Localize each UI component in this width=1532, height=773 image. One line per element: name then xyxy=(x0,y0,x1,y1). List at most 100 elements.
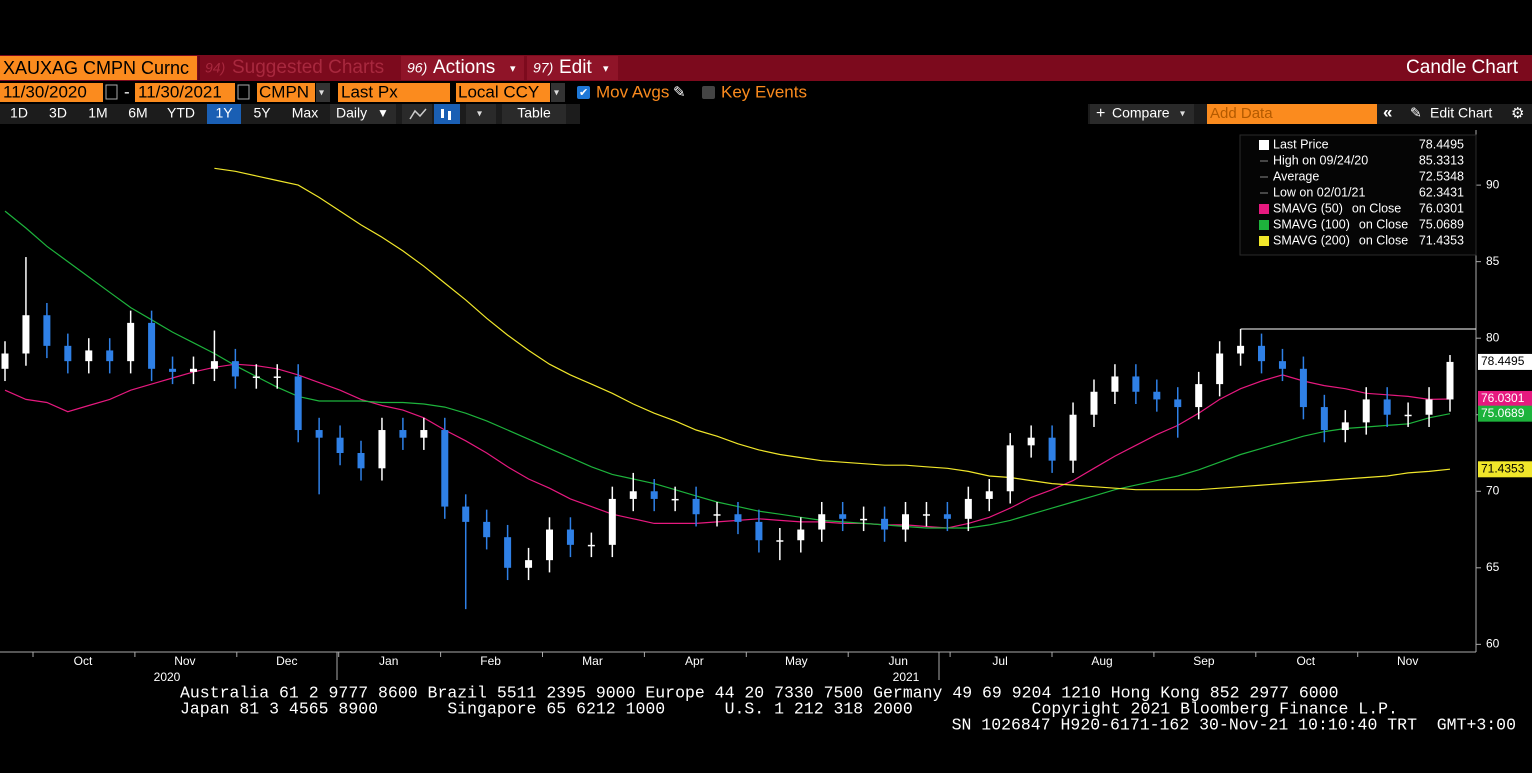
x-tick-label: Nov xyxy=(174,654,195,668)
menu-suggested-charts[interactable]: Suggested Charts xyxy=(232,57,384,78)
end-date-box[interactable] xyxy=(135,83,235,102)
dropdown-arrow: ▼ xyxy=(377,106,389,120)
table-button-bg[interactable] xyxy=(502,104,566,124)
legend-value: 76.0301 xyxy=(1419,201,1464,215)
range-button[interactable]: 5Y xyxy=(253,105,271,121)
range-button[interactable]: 3D xyxy=(49,105,67,121)
start-date-box[interactable] xyxy=(0,83,103,102)
footer-line: Australia 61 2 9777 8600 Brazil 5511 239… xyxy=(180,683,1339,702)
range-button-bg[interactable] xyxy=(287,104,323,124)
currency-box[interactable] xyxy=(456,83,550,102)
dropdown[interactable] xyxy=(551,83,565,102)
candle-body xyxy=(1404,414,1412,417)
compare-box[interactable] xyxy=(1090,104,1194,124)
field: Last Px xyxy=(341,82,398,101)
field-box[interactable] xyxy=(338,83,450,102)
range-button[interactable]: YTD xyxy=(167,105,195,121)
candle-icon[interactable] xyxy=(434,104,460,124)
period-box[interactable] xyxy=(330,104,396,124)
candle-body xyxy=(64,345,72,362)
calendar-icon[interactable] xyxy=(237,84,250,100)
ticker-box[interactable] xyxy=(0,56,197,80)
range-button[interactable]: Max xyxy=(292,105,318,121)
range-button-bg[interactable] xyxy=(164,104,198,124)
moving-average-line xyxy=(4,210,1451,529)
collapse-icon[interactable]: « xyxy=(1383,102,1392,121)
candle-body xyxy=(1216,353,1224,385)
candle-body xyxy=(148,322,156,369)
table-button[interactable]: Table xyxy=(517,105,551,121)
candle-body xyxy=(692,498,700,515)
mov-avgs-label[interactable]: Mov Avgs xyxy=(596,82,669,101)
range-button-bg[interactable] xyxy=(6,104,32,124)
legend-swatch xyxy=(1259,236,1269,246)
x-tick-label: Sep xyxy=(1193,654,1215,668)
start-date: 11/30/2020 xyxy=(3,82,87,101)
menu-actions[interactable]: Actions xyxy=(433,57,495,78)
candle-body xyxy=(860,518,868,521)
settings-gear[interactable]: ⚙ xyxy=(1511,105,1524,122)
legend-value: 62.3431 xyxy=(1419,185,1464,199)
y-tick-label: 70 xyxy=(1486,483,1500,497)
legend-swatch xyxy=(1259,204,1269,214)
calendar-icon[interactable] xyxy=(105,84,118,100)
candle-body xyxy=(252,376,260,378)
source: CMPN xyxy=(259,82,309,101)
candle-body xyxy=(964,498,972,519)
edit-chart[interactable]: Edit Chart xyxy=(1430,105,1492,121)
add-data-box[interactable] xyxy=(1207,104,1377,124)
check-mark: ✔ xyxy=(579,87,588,99)
candle-body xyxy=(671,498,679,501)
candle-body xyxy=(169,368,177,372)
y-tick-label: 85 xyxy=(1486,254,1500,268)
legend-label: SMAVG (50) xyxy=(1273,201,1343,215)
legend-swatch xyxy=(1259,220,1269,230)
dropdown-arrow: ▾ xyxy=(1180,109,1185,120)
x-tick-label: Oct xyxy=(1296,654,1315,668)
value-tag xyxy=(1478,405,1532,422)
source-box[interactable] xyxy=(257,83,315,102)
candle-body xyxy=(504,537,512,568)
key-events-label[interactable]: Key Events xyxy=(721,82,807,101)
candle-body xyxy=(1446,361,1454,400)
candle-body xyxy=(483,521,491,538)
x-tick-label: Feb xyxy=(480,654,501,668)
menu-edit[interactable]: Edit xyxy=(559,57,592,78)
candle-body xyxy=(1341,422,1349,431)
candle-body xyxy=(1090,391,1098,415)
dropdown-arrow: ▾ xyxy=(319,88,324,99)
range-button-bg[interactable] xyxy=(249,104,275,124)
y-tick-label: 60 xyxy=(1486,637,1500,651)
menu-actions-bg[interactable] xyxy=(401,56,524,80)
x-tick-label: Aug xyxy=(1091,654,1112,668)
range-button-bg[interactable] xyxy=(125,104,151,124)
range-button-bg[interactable] xyxy=(45,104,71,124)
dropdown[interactable] xyxy=(466,104,496,124)
candle-body xyxy=(106,350,114,362)
range-button[interactable]: 1D xyxy=(10,105,28,121)
candle-body xyxy=(1258,345,1266,362)
y-tick-label: 65 xyxy=(1486,560,1500,574)
candle-body xyxy=(336,437,344,453)
range-button-bg[interactable] xyxy=(207,104,241,124)
compare[interactable]: Compare xyxy=(1112,105,1170,121)
candle-body xyxy=(922,514,930,516)
range-button[interactable]: 1M xyxy=(88,105,107,121)
candle-body xyxy=(587,544,595,547)
candle-body xyxy=(818,514,826,530)
candle-body xyxy=(1362,399,1370,423)
legend-label: SMAVG (100) xyxy=(1273,217,1350,231)
menu-edit-bg[interactable] xyxy=(527,56,618,80)
pencil-icon[interactable]: ✎ xyxy=(673,84,686,101)
candle-body xyxy=(734,514,742,522)
candle-body xyxy=(1320,407,1328,431)
dropdown[interactable] xyxy=(316,83,330,102)
candle-body xyxy=(525,560,533,568)
checkbox-checked[interactable] xyxy=(577,86,590,99)
range-button[interactable]: 6M xyxy=(128,105,147,121)
checkbox[interactable] xyxy=(702,86,715,99)
range-button-bg[interactable] xyxy=(85,104,111,124)
dropdown-arrow: ▾ xyxy=(603,63,609,75)
range-button[interactable]: 1Y xyxy=(215,105,233,121)
